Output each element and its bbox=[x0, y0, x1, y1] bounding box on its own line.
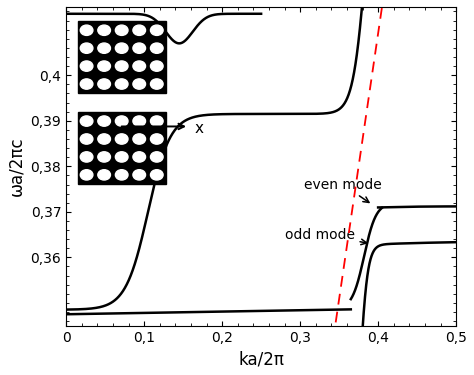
Circle shape bbox=[98, 134, 110, 144]
Text: even mode: even mode bbox=[304, 177, 382, 203]
Circle shape bbox=[98, 170, 110, 180]
Circle shape bbox=[150, 43, 163, 53]
Circle shape bbox=[133, 25, 146, 35]
Circle shape bbox=[115, 25, 128, 35]
Circle shape bbox=[150, 25, 163, 35]
Circle shape bbox=[133, 170, 146, 180]
Text: x: x bbox=[195, 121, 204, 136]
Circle shape bbox=[150, 79, 163, 89]
Bar bbox=[78, 112, 165, 184]
Circle shape bbox=[98, 43, 110, 53]
Circle shape bbox=[98, 25, 110, 35]
Circle shape bbox=[115, 152, 128, 162]
Circle shape bbox=[115, 116, 128, 126]
Circle shape bbox=[80, 152, 93, 162]
Circle shape bbox=[115, 170, 128, 180]
Circle shape bbox=[133, 152, 146, 162]
Circle shape bbox=[133, 134, 146, 144]
Circle shape bbox=[80, 43, 93, 53]
Circle shape bbox=[80, 25, 93, 35]
Circle shape bbox=[98, 116, 110, 126]
Circle shape bbox=[133, 79, 146, 89]
Circle shape bbox=[150, 61, 163, 71]
Y-axis label: ωa/2πc: ωa/2πc bbox=[7, 136, 25, 196]
Circle shape bbox=[115, 134, 128, 144]
Circle shape bbox=[115, 79, 128, 89]
Bar bbox=[78, 21, 165, 93]
Circle shape bbox=[133, 116, 146, 126]
Circle shape bbox=[98, 152, 110, 162]
Circle shape bbox=[80, 170, 93, 180]
Text: odd mode: odd mode bbox=[284, 228, 367, 244]
Circle shape bbox=[115, 61, 128, 71]
Circle shape bbox=[150, 170, 163, 180]
Circle shape bbox=[150, 152, 163, 162]
Circle shape bbox=[80, 116, 93, 126]
Circle shape bbox=[133, 43, 146, 53]
X-axis label: ka/2π: ka/2π bbox=[238, 350, 284, 368]
Circle shape bbox=[98, 61, 110, 71]
Circle shape bbox=[115, 43, 128, 53]
Circle shape bbox=[98, 79, 110, 89]
Circle shape bbox=[80, 79, 93, 89]
Circle shape bbox=[150, 116, 163, 126]
Circle shape bbox=[80, 61, 93, 71]
Circle shape bbox=[80, 134, 93, 144]
Circle shape bbox=[133, 61, 146, 71]
Circle shape bbox=[150, 134, 163, 144]
